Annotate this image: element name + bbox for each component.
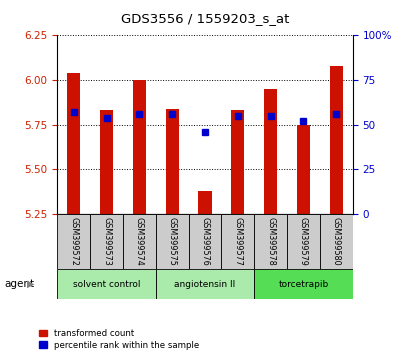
Bar <box>165 109 178 214</box>
Bar <box>296 125 309 214</box>
Bar <box>188 214 221 269</box>
Text: GSM399576: GSM399576 <box>200 217 209 266</box>
Text: GSM399579: GSM399579 <box>298 217 307 266</box>
Bar <box>123 214 155 269</box>
Bar <box>221 214 254 269</box>
Text: GSM399578: GSM399578 <box>265 217 274 266</box>
Text: GDS3556 / 1559203_s_at: GDS3556 / 1559203_s_at <box>121 12 288 25</box>
Text: GSM399575: GSM399575 <box>167 217 176 266</box>
Bar <box>254 214 286 269</box>
Text: torcetrapib: torcetrapib <box>278 280 328 289</box>
Bar <box>319 214 352 269</box>
Bar <box>155 214 188 269</box>
Bar <box>263 89 276 214</box>
Bar <box>198 191 211 214</box>
Text: solvent control: solvent control <box>73 280 140 289</box>
Bar <box>100 110 113 214</box>
Bar <box>133 80 146 214</box>
Bar <box>57 214 90 269</box>
Bar <box>286 214 319 269</box>
Text: GSM399580: GSM399580 <box>331 217 340 266</box>
Text: ▶: ▶ <box>27 279 34 289</box>
Bar <box>57 269 155 299</box>
Text: angiotensin II: angiotensin II <box>174 280 235 289</box>
Text: GSM399577: GSM399577 <box>233 217 242 266</box>
Bar <box>155 269 254 299</box>
Bar <box>254 269 352 299</box>
Text: agent: agent <box>4 279 34 289</box>
Bar <box>90 214 123 269</box>
Bar <box>231 110 244 214</box>
Bar <box>67 73 80 214</box>
Legend: transformed count, percentile rank within the sample: transformed count, percentile rank withi… <box>39 329 198 350</box>
Text: GSM399572: GSM399572 <box>69 217 78 266</box>
Bar <box>329 66 342 214</box>
Text: GSM399574: GSM399574 <box>135 217 144 266</box>
Text: GSM399573: GSM399573 <box>102 217 111 266</box>
